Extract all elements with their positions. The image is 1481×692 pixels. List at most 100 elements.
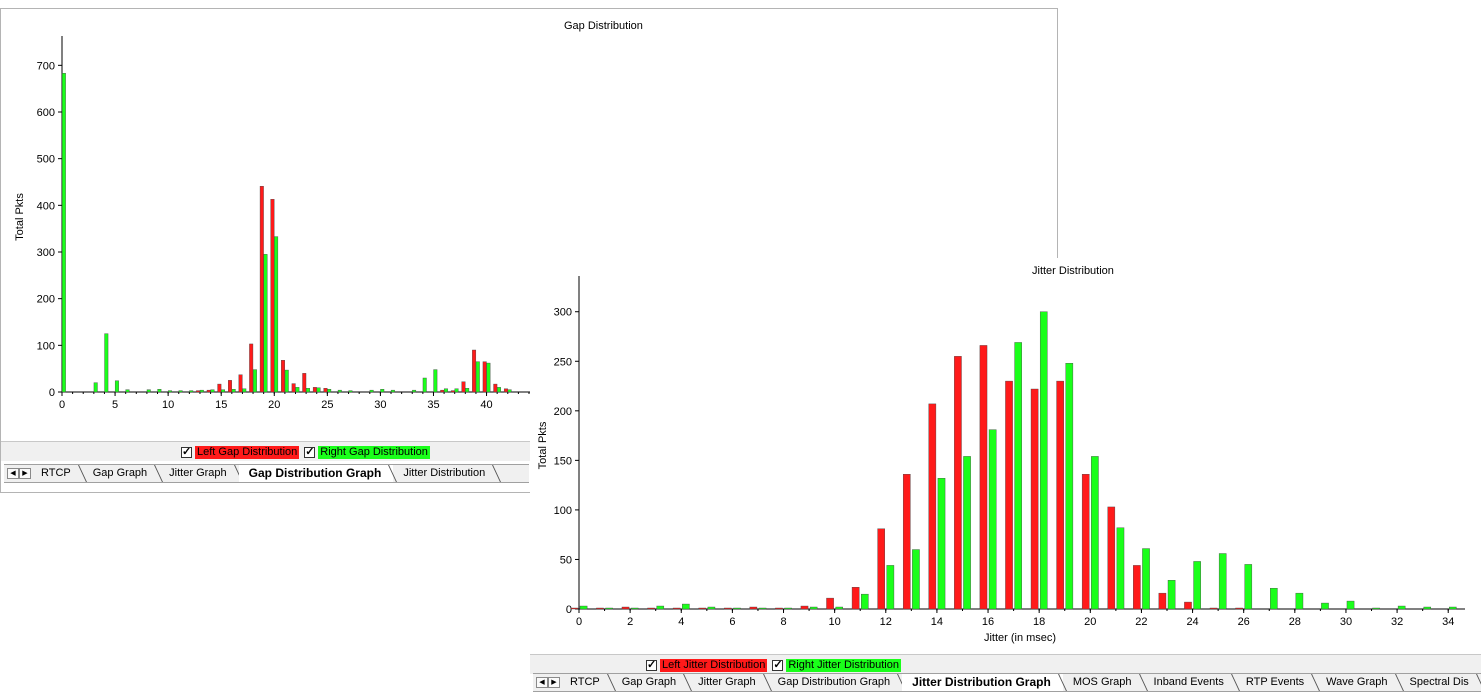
tab-inband-events[interactable]: Inband Events [1144, 674, 1236, 691]
jitter-bar-right [605, 607, 613, 610]
jitter-bar-left [979, 345, 988, 610]
tab-scroll-left-button[interactable]: ◀ [536, 677, 548, 688]
jitter-bar-right [912, 549, 920, 610]
gap-bar-right [443, 388, 448, 393]
jitter-bar-right [963, 456, 971, 610]
gap-bar-left [312, 387, 317, 393]
tab-rtcp[interactable]: RTCP [31, 465, 83, 482]
jitter-bar-right [1295, 592, 1304, 610]
tab-gap-graph[interactable]: Gap Graph [83, 465, 159, 482]
tab-mos-graph[interactable]: MOS Graph [1063, 674, 1144, 691]
tab-gap-graph[interactable]: Gap Graph [612, 674, 688, 691]
jitter-chart-title: Jitter Distribution [1032, 265, 1114, 277]
jitter-bar-right [1039, 311, 1048, 610]
gap-x-tick-label: 0 [59, 399, 65, 411]
gap-legend: Left Gap Distribution Right Gap Distribu… [181, 445, 435, 459]
jitter-bar-left [1209, 607, 1218, 610]
gap-bar-right [252, 369, 257, 393]
gap-chart-title: Gap Distribution [564, 20, 643, 32]
gap-y-tick-label: 0 [49, 387, 55, 399]
gap-bar-right [104, 333, 109, 393]
jitter-bar-left [1133, 565, 1141, 610]
tab-rtp-events[interactable]: RTP Events [1236, 674, 1316, 691]
jitter-x-tick-label: 32 [1391, 616, 1403, 628]
jitter-x-tick-label: 20 [1084, 616, 1096, 628]
jitter-x-tick-label: 28 [1289, 616, 1301, 628]
jitter-bar-left [724, 607, 732, 610]
jitter-x-axis-label: Jitter (in msec) [984, 632, 1056, 644]
jitter-bar-right [1014, 342, 1022, 610]
jitter-bar-left [1005, 380, 1013, 610]
jitter-bar-right [682, 603, 690, 610]
gap-y-tick-label: 300 [37, 247, 55, 259]
jitter-bar-left [621, 606, 630, 610]
gap-bar-left [493, 383, 498, 393]
tab-gap-distribution-graph[interactable]: Gap Distribution Graph [238, 465, 394, 482]
right-jitter-checkbox[interactable] [772, 658, 784, 671]
tab-scroll-right-button[interactable]: ▶ [19, 468, 31, 479]
gap-bar-right [146, 389, 151, 393]
gap-bar-right [168, 390, 172, 393]
tab-scroll-right-button[interactable]: ▶ [548, 677, 560, 688]
jitter-legend-bar: Left Jitter Distribution Right Jitter Di… [530, 654, 1481, 674]
jitter-y-tick-label: 100 [554, 505, 572, 517]
tab-jitter-distribution[interactable]: Jitter Distribution [393, 465, 497, 482]
jitter-bar-left [672, 607, 681, 610]
gap-x-tick-label: 15 [215, 399, 227, 411]
tab-jitter-graph[interactable]: Jitter Graph [688, 674, 767, 691]
tab-jitter-distribution-graph[interactable]: Jitter Distribution Graph [902, 674, 1063, 691]
jitter-bar-left [1056, 380, 1064, 610]
jitter-bar-left [570, 607, 579, 610]
tab-gap-distribution-graph[interactable]: Gap Distribution Graph [768, 674, 903, 691]
jitter-bar-right [809, 606, 818, 610]
right-jitter-legend-label: Right Jitter Distribution [786, 658, 901, 672]
gap-y-tick-label: 200 [37, 294, 55, 306]
gap-bar-right [486, 362, 491, 393]
gap-bar-right [178, 390, 183, 393]
jitter-bar-right [656, 605, 665, 610]
jitter-bar-left [826, 597, 834, 610]
gap-bar-right [507, 389, 512, 393]
gap-distribution-chart: 0 100 200 300 400 500 600 700 0 5 10 15 20 25 30 35 40 To… [14, 36, 533, 411]
jitter-y-tick-label: 0 [566, 604, 572, 616]
gap-bar-right [114, 380, 119, 393]
left-gap-checkbox[interactable] [181, 445, 192, 458]
gap-bar-right [242, 388, 247, 393]
jitter-bar-right [1270, 587, 1278, 610]
jitter-bar-right [1167, 580, 1176, 610]
gap-bar-left [270, 199, 275, 393]
jitter-distribution-window: Jitter Distribution 0 50 100 150 200 250 300 0 2… [530, 258, 1481, 692]
jitter-x-tick-label: 24 [1186, 616, 1198, 628]
gap-bar-left [450, 390, 455, 393]
gap-x-tick-label: 35 [427, 399, 439, 411]
tab-rtcp[interactable]: RTCP [560, 674, 612, 691]
jitter-x-tick-label: 2 [627, 616, 633, 628]
gap-bar-right [231, 389, 236, 393]
jitter-bar-left [902, 474, 911, 610]
gap-x-tick-label: 40 [480, 399, 492, 411]
jitter-bar-right [733, 607, 741, 610]
jitter-bar-right [1346, 600, 1355, 610]
jitter-bar-right [1244, 564, 1253, 610]
jitter-bar-right [886, 565, 895, 610]
gap-bar-right [306, 388, 310, 393]
gap-bar-left [249, 343, 254, 393]
jitter-bar-left [596, 607, 604, 610]
right-gap-checkbox[interactable] [304, 445, 316, 458]
jitter-bar-left [851, 587, 860, 610]
tab-spectral-dis[interactable]: Spectral Dis [1400, 674, 1481, 691]
gap-tab-strip: ◀ ▶ RTCP Gap Graph Jitter Graph Gap Dist… [4, 464, 529, 483]
gap-x-tick-label: 20 [268, 399, 280, 411]
gap-y-tick-label: 500 [37, 154, 55, 166]
gap-bar-left [259, 185, 264, 393]
tab-wave-graph[interactable]: Wave Graph [1316, 674, 1399, 691]
tab-scroll-left-button[interactable]: ◀ [7, 468, 19, 479]
tab-jitter-graph[interactable]: Jitter Graph [159, 465, 238, 482]
gap-bar-left [291, 383, 296, 393]
jitter-bar-right [1091, 456, 1099, 610]
left-jitter-checkbox[interactable] [646, 658, 657, 671]
gap-bar-left [228, 380, 232, 393]
jitter-bar-right [1193, 561, 1201, 610]
jitter-bar-left [1030, 388, 1039, 610]
